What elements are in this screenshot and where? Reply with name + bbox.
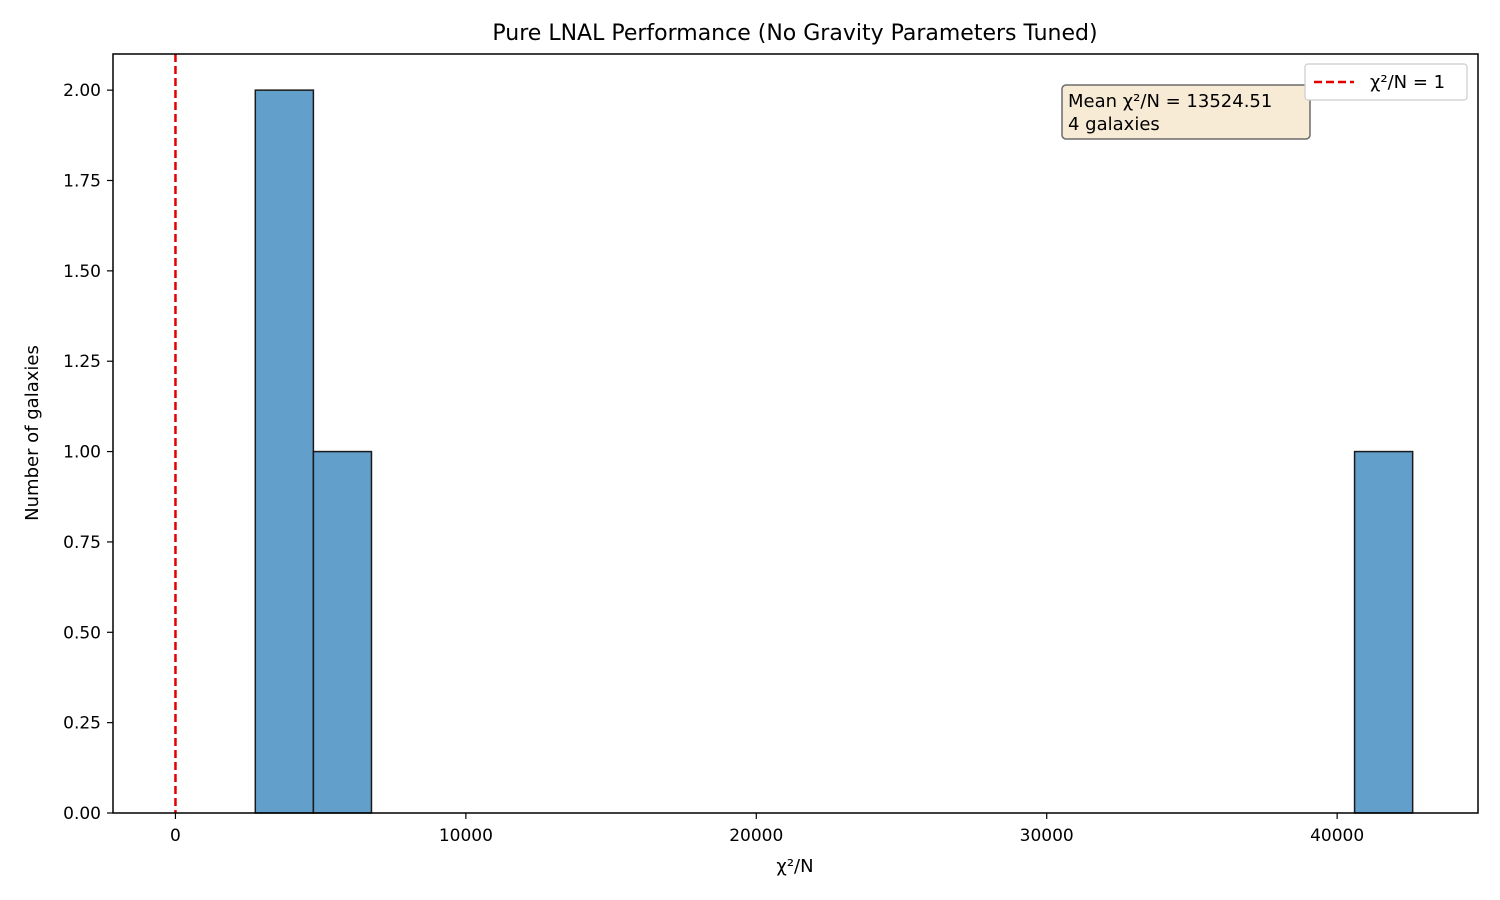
x-tick-label: 10000 <box>439 826 493 846</box>
annotation-box: Mean χ²/N = 13524.51 4 galaxies <box>1061 84 1311 140</box>
y-tick-label: 1.00 <box>63 443 101 463</box>
y-axis-label: Number of galaxies <box>22 345 43 521</box>
chart-title: Pure LNAL Performance (No Gravity Parame… <box>492 21 1097 46</box>
plot-area: 0 10000 20000 30000 40000 0.00 0.25 0.50 0.75 1.0… <box>63 53 1479 846</box>
y-tick-label: 0.00 <box>63 804 101 824</box>
x-tick-label: 20000 <box>729 826 783 846</box>
y-tick-label: 0.25 <box>63 714 101 734</box>
annotation-background <box>1061 84 1311 140</box>
axes-frame <box>112 53 1479 814</box>
y-tick-label: 1.50 <box>63 262 101 282</box>
y-tick-label: 2.00 <box>63 81 101 101</box>
legend-frame <box>1304 63 1468 101</box>
y-tick-label: 1.75 <box>63 172 101 192</box>
annotation-mean: Mean χ²/N = 13524.51 <box>1068 91 1272 112</box>
histogram-bar-2 <box>1353 450 1414 814</box>
y-tick-label: 0.75 <box>63 533 101 553</box>
x-axis-label: χ²/N <box>776 856 813 877</box>
x-tick-label: 30000 <box>1020 826 1074 846</box>
histogram-bar-1 <box>312 450 373 814</box>
x-tick-label: 40000 <box>1310 826 1364 846</box>
annotation-count: 4 galaxies <box>1068 114 1160 135</box>
histogram-bar-0 <box>254 89 315 814</box>
x-tick-label: 0 <box>170 826 181 846</box>
legend: χ²/N = 1 <box>1304 63 1468 101</box>
legend-entry-label: χ²/N = 1 <box>1370 72 1445 93</box>
y-tick-label: 1.25 <box>63 352 101 372</box>
y-tick-label: 0.50 <box>63 623 101 643</box>
